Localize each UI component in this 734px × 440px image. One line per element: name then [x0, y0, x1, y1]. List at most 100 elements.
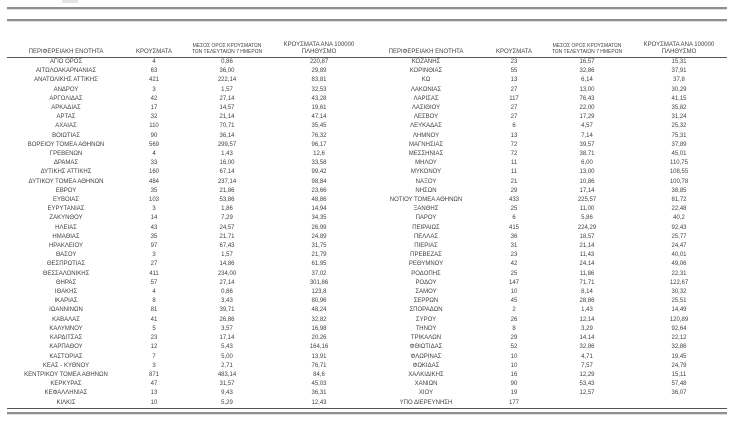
- table-row: ΚΕΡΚΥΡΑΣ 47 31,57 45,03 ΧΑΝΙΩΝ 90 53,43 57,48: [7, 380, 727, 389]
- region-name-cell: ΜΗΛΟΥ: [415, 160, 437, 167]
- value-cell: 19: [510, 390, 518, 397]
- header-regional-unit-right: ΠΕΡΙΦΕΡΕΙΑΚΗ ΕΝΟΤΗΤΑ: [367, 24, 485, 58]
- value-cell: 27: [510, 114, 518, 121]
- table-row: ΚΙΛΚΙΣ 10 5,29 12,43 ΥΠΟ ΔΙΕΡΕΥΝΗΣΗ 177: [7, 398, 727, 409]
- value-cell: 7: [152, 353, 156, 360]
- region-name-cell: ΤΡΙΚΑΛΩΝ: [410, 335, 442, 342]
- value-cell: 29: [510, 187, 518, 194]
- value-cell: [631, 398, 727, 409]
- value-cell: 13,00: [579, 86, 595, 93]
- value-cell: 10: [125, 398, 183, 409]
- value-cell: 37,91: [671, 68, 687, 75]
- region-name-cell: ΜΑΓΝΗΣΙΑΣ: [408, 141, 444, 148]
- table-row: ΚΕΦΑΛΛΗΝΙΑΣ 13 9,43 36,31 ΧΙΟΥ 19 12,57 36,07: [7, 389, 727, 398]
- region-name-cell: ΧΑΛΚΙΔΙΚΗΣ: [408, 371, 444, 378]
- value-cell: 14,14: [579, 335, 595, 342]
- value-cell: 75,31: [671, 132, 687, 139]
- value-cell: 4,71: [581, 353, 593, 360]
- value-cell: 4: [152, 59, 156, 65]
- value-cell: 18,57: [579, 233, 595, 240]
- value-cell: 33,58: [311, 160, 327, 167]
- value-cell: 52: [510, 344, 518, 351]
- region-name-cell: ΚΕΦΑΛΛΗΝΙΑΣ: [44, 390, 88, 397]
- region-name-cell: ΠΑΡΟΥ: [415, 215, 437, 222]
- value-cell: 6: [512, 215, 516, 222]
- value-cell: 37,02: [311, 270, 327, 277]
- value-cell: 32: [150, 114, 158, 121]
- value-cell: 22,48: [671, 206, 687, 213]
- value-cell: 33: [150, 160, 158, 167]
- value-cell: 84,6: [313, 371, 325, 378]
- region-name-cell: ΓΡΕΒΕΝΩΝ: [49, 151, 83, 158]
- region-name-cell: ΗΛΕΙΑΣ: [55, 224, 77, 231]
- region-name-cell: ΛΕΣΒΟΥ: [413, 114, 439, 121]
- value-cell: 72: [510, 141, 518, 148]
- value-cell: 32,86: [579, 344, 595, 351]
- value-cell: 177: [485, 398, 543, 409]
- region-name-cell: ΞΑΝΘΗΣ: [413, 206, 439, 213]
- value-cell: 90: [150, 132, 158, 139]
- value-cell: 25,77: [671, 233, 687, 240]
- value-cell: 5,00: [221, 353, 233, 360]
- header-avg-7day-right: ΜΕΣΟΣ ΟΡΟΣ ΚΡΟΥΣΜΑΤΩΝ ΤΩΝ ΤΕΛΕΥΤΑΙΩΝ 7 Η…: [543, 24, 631, 58]
- region-name-cell: ΒΟΡΕΙΟΥ ΤΟΜΕΑ ΑΘΗΝΩΝ: [27, 141, 105, 148]
- value-cell: 17: [150, 105, 158, 112]
- table-row: ΗΡΑΚΛΕΙΟΥ 97 67,43 31,75 ΠΙΕΡΙΑΣ 31 21,14 24,47: [7, 242, 727, 251]
- region-name-cell: ΝΟΤΙΟΥ ΤΟΜΕΑ ΑΘΗΝΩΝ: [389, 197, 463, 204]
- value-cell: 36,14: [219, 132, 235, 139]
- value-cell: 25: [510, 206, 518, 213]
- value-cell: 16: [510, 371, 518, 378]
- region-name-cell: ΘΕΣΠΡΩΤΙΑΣ: [46, 261, 86, 268]
- value-cell: 8: [152, 298, 156, 305]
- table-row: ΙΩΑΝΝΙΝΩΝ 81 39,71 48,24 ΣΠΟΡΑΔΩΝ 2 1,43 14,49: [7, 306, 727, 315]
- value-cell: 22,00: [579, 105, 595, 112]
- value-cell: 17,29: [579, 114, 595, 121]
- value-cell: 23,66: [311, 187, 327, 194]
- table-row: ΚΑΡΔΙΤΣΑΣ 23 17,14 20,26 ΤΡΙΚΑΛΩΝ 29 14,14 22,1…: [7, 334, 727, 343]
- region-name-cell: ΛΑΣΙΘΙΟΥ: [411, 105, 441, 112]
- regional-cases-table: ΠΕΡΙΦΕΡΕΙΑΚΗ ΕΝΟΤΗΤΑ ΚΡΟΥΣΜΑΤΑ ΜΕΣΟΣ ΟΡΟ…: [7, 24, 727, 409]
- value-cell: 120,89: [669, 316, 689, 323]
- value-cell: 100,78: [669, 178, 689, 185]
- value-cell: 15,11: [671, 371, 687, 378]
- region-name-cell: ΑΙΤΩΛΟΑΚΑΡΝΑΝΙΑΣ: [35, 68, 97, 75]
- value-cell: 0,86: [221, 59, 233, 65]
- region-name-cell: ΚΑΛΥΜΝΟΥ: [49, 325, 83, 332]
- table-row: ΕΥΡΥΤΑΝΙΑΣ 3 1,86 14,94 ΞΑΝΘΗΣ 25 11,00 22,48: [7, 205, 727, 214]
- region-name-cell: ΕΒΡΟΥ: [55, 187, 77, 194]
- value-cell: 160: [148, 169, 159, 176]
- value-cell: 34,35: [311, 215, 327, 222]
- table-row: ΗΜΑΘΙΑΣ 35 21,71 24,89 ΠΕΛΛΑΣ 36 18,57 25,77: [7, 233, 727, 242]
- value-cell: 7,29: [221, 215, 233, 222]
- value-cell: 57,48: [671, 381, 687, 388]
- value-cell: 234,00: [217, 270, 237, 277]
- table-row: ΒΟΙΩΤΙΑΣ 90 36,14 76,32 ΛΗΜΝΟΥ 13 7,14 75,31: [7, 132, 727, 141]
- value-cell: 24,57: [219, 224, 235, 231]
- header-cases-left: ΚΡΟΥΣΜΑΤΑ: [125, 24, 183, 58]
- table-row: ΙΘΑΚΗΣ 4 0,86 123,8 ΣΑΜΟΥ 10 8,14 30,32: [7, 288, 727, 297]
- table-row: ΑΡΚΑΔΙΑΣ 17 14,57 19,61 ΛΑΣΙΘΙΟΥ 27 22,00 35,82: [7, 104, 727, 113]
- value-cell: 47,14: [311, 114, 327, 121]
- value-cell: 237,14: [217, 178, 237, 185]
- table-row: ΘΗΡΑΣ 57 27,14 301,86 ΡΟΔΟΥ 147 71,71 122,67: [7, 279, 727, 288]
- region-name-cell: ΑΧΑΪΑΣ: [55, 123, 77, 130]
- value-cell: 21,14: [579, 243, 595, 250]
- value-cell: 38,85: [671, 187, 687, 194]
- value-cell: 31,75: [311, 243, 327, 250]
- value-cell: 13: [150, 390, 158, 397]
- table-row: ΑΝΔΡΟΥ 3 1,57 32,53 ΛΑΚΩΝΙΑΣ 27 13,00 30,29: [7, 86, 727, 95]
- value-cell: 164,16: [309, 344, 329, 351]
- value-cell: 24,47: [671, 243, 687, 250]
- region-name-cell: ΔΡΑΜΑΣ: [53, 160, 79, 167]
- value-cell: 871: [148, 371, 159, 378]
- value-cell: 29,89: [311, 68, 327, 75]
- value-cell: 31: [510, 243, 518, 250]
- value-cell: 117: [509, 95, 519, 102]
- region-name-cell: ΔΥΤΙΚΗΣ ΑΤΤΙΚΗΣ: [40, 169, 92, 176]
- region-name-cell: ΣΕΡΡΩΝ: [413, 298, 439, 305]
- value-cell: 15,31: [671, 59, 687, 65]
- value-cell: 1,86: [221, 206, 233, 213]
- value-cell: 14,49: [671, 307, 687, 314]
- region-name-cell: ΚΕΡΚΥΡΑΣ: [50, 381, 82, 388]
- value-cell: 45: [510, 298, 518, 305]
